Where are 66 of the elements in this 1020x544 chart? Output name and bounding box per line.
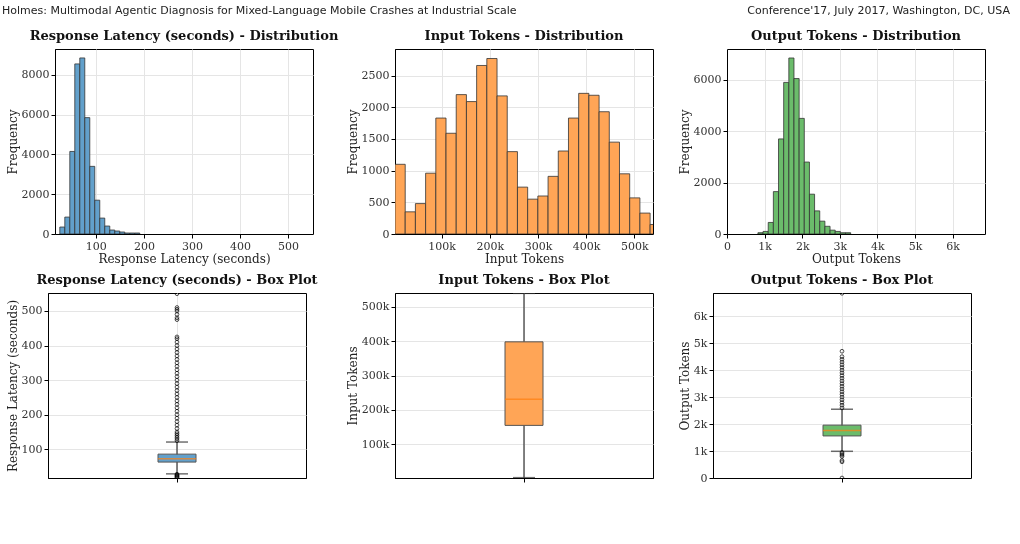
chart-title: Input Tokens - Box Plot xyxy=(438,272,610,287)
y-tick-label: 0 xyxy=(700,471,708,485)
y-tick-label: 8000 xyxy=(21,68,50,82)
x-tick-label: 2k xyxy=(795,239,810,253)
y-tick-label: 400k xyxy=(361,334,390,348)
x-tick-label: 100k xyxy=(428,239,457,253)
chart-title: Response Latency (seconds) - Box Plot xyxy=(36,272,318,287)
y-tick-label: 500 xyxy=(21,304,43,318)
y-tick-label: 100 xyxy=(21,442,43,456)
y-tick-label: 200 xyxy=(21,408,43,422)
y-tick-label: 2000 xyxy=(361,100,390,114)
y-tick-label: 0 xyxy=(714,227,722,241)
y-tick-label: 300 xyxy=(21,373,43,387)
y-tick-label: 1500 xyxy=(361,132,390,146)
y-tick-label: 500k xyxy=(361,300,390,314)
y-tick-label: 6k xyxy=(693,309,708,323)
y-tick-label: 5k xyxy=(693,336,708,350)
x-tick-label: 400k xyxy=(572,239,601,253)
y-tick-label: 400 xyxy=(21,339,43,353)
x-tick-label: 400 xyxy=(229,239,251,253)
y-axis-title: Response Latency (seconds) xyxy=(5,299,20,473)
x-tick-label: 500k xyxy=(620,239,649,253)
chart-title: Response Latency (seconds) - Distribution xyxy=(29,28,339,43)
y-tick-label: 2500 xyxy=(361,69,390,83)
x-tick-label: 3k xyxy=(833,239,848,253)
text: Holmes: Multimodal Agentic Diagnosis for Mixed-Language Mobile Crashes at Industrial Scale xyxy=(2,4,517,19)
x-tick-label: 300k xyxy=(524,239,553,253)
y-tick-label: 0 xyxy=(42,227,50,241)
chart-title: Output Tokens - Box Plot xyxy=(750,272,934,287)
x-tick-label: 0 xyxy=(724,239,731,253)
y-tick-label: 500 xyxy=(368,195,390,209)
y-axis-title: Output Tokens xyxy=(677,341,692,431)
chart-title: Input Tokens - Distribution xyxy=(424,28,624,43)
y-axis-title: Frequency xyxy=(5,109,20,175)
y-tick-label: 2000 xyxy=(693,176,722,190)
y-axis-title: Input Tokens xyxy=(345,346,360,426)
text: Conference'17, July 2017, Washington, DC, USA xyxy=(747,4,1010,19)
y-tick-label: 1000 xyxy=(361,164,390,178)
y-tick-label: 3k xyxy=(693,390,708,404)
chart-title: Output Tokens - Distribution xyxy=(750,28,962,43)
x-tick-label: 5k xyxy=(908,239,923,253)
y-tick-label: 2000 xyxy=(21,187,50,201)
y-tick-label: 4000 xyxy=(21,147,50,161)
y-tick-label: 200k xyxy=(361,403,390,417)
x-tick-label: 200k xyxy=(476,239,505,253)
y-tick-label: 6000 xyxy=(693,73,722,87)
y-tick-label: 1k xyxy=(693,444,708,458)
x-axis-title: Response Latency (seconds) xyxy=(98,251,271,266)
x-tick-label: 300 xyxy=(181,239,203,253)
x-axis-title: Input Tokens xyxy=(484,251,565,266)
x-tick-label: 500 xyxy=(278,239,300,253)
y-tick-label: 300k xyxy=(361,369,390,383)
y-tick-label: 4000 xyxy=(693,124,722,138)
y-tick-label: 6000 xyxy=(21,108,50,122)
x-tick-label: 100 xyxy=(85,239,107,253)
y-tick-label: 100k xyxy=(361,437,390,451)
y-axis-title: Frequency xyxy=(345,109,360,175)
x-tick-label: 200 xyxy=(133,239,155,253)
y-axis-title: Frequency xyxy=(677,109,692,175)
y-tick-label: 2k xyxy=(693,417,708,431)
x-tick-label: 1k xyxy=(758,239,773,253)
y-tick-label: 0 xyxy=(382,227,390,241)
x-tick-label: 4k xyxy=(871,239,886,253)
x-tick-label: 6k xyxy=(946,239,961,253)
x-axis-title: Output Tokens xyxy=(812,251,901,266)
y-tick-label: 4k xyxy=(693,363,708,377)
